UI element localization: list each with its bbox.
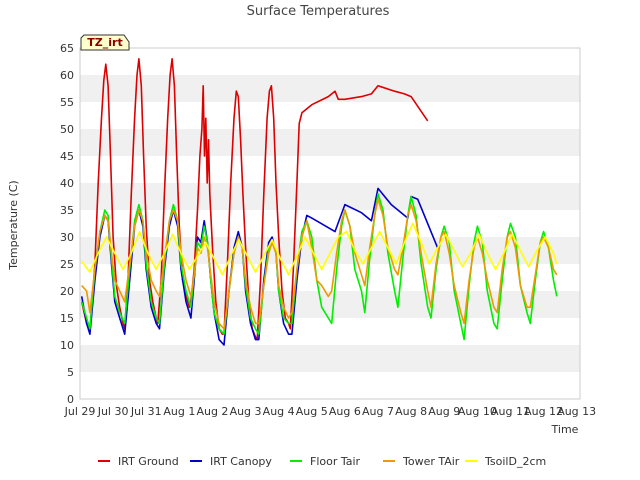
x-tick-label: Aug 4 [263, 405, 295, 418]
series-layer [80, 57, 558, 346]
y-tick-labels: 0 5 10 15 20 25 30 35 40 45 50 55 60 65 [60, 42, 74, 406]
grid-band [80, 291, 580, 318]
legend: IRT Ground IRT Canopy Floor Tair Tower TAir… [98, 455, 546, 468]
x-tick-label: Jul 29 [64, 405, 96, 418]
y-tick-label: 20 [60, 285, 74, 298]
x-tick-label: Aug 13 [557, 405, 596, 418]
y-tick-label: 30 [60, 231, 74, 244]
legend-entry: Floor Tair [310, 455, 361, 468]
grid-band [80, 345, 580, 372]
x-tick-label: Aug 2 [196, 405, 228, 418]
x-tick-label: Aug 7 [362, 405, 394, 418]
y-tick-label: 65 [60, 42, 74, 55]
y-tick-label: 15 [60, 312, 74, 325]
series-line-tsoild-2cm [81, 222, 558, 276]
x-tick-label: Aug 10 [458, 405, 497, 418]
x-tick-label: Aug 3 [230, 405, 262, 418]
y-tick-label: 25 [60, 258, 74, 271]
y-tick-label: 5 [67, 366, 74, 379]
y-axis-label: Temperature (C) [7, 180, 20, 270]
legend-entry: IRT Canopy [210, 455, 272, 468]
series-line-irt-ground [80, 57, 429, 341]
x-tick-label: Aug 12 [524, 405, 563, 418]
x-tick-label: Jul 31 [130, 405, 162, 418]
grid-band [80, 129, 580, 156]
x-tick-label: Aug 11 [491, 405, 530, 418]
y-tick-label: 35 [60, 204, 74, 217]
grid-band [80, 75, 580, 102]
x-tick-labels: Jul 29 Jul 30 Jul 31 Aug 1 Aug 2 Aug 3 Aug 4 Au… [64, 405, 597, 418]
legend-entry: TsoilD_2cm [484, 455, 546, 468]
x-axis-label: Time [551, 423, 579, 436]
y-tick-label: 40 [60, 177, 74, 190]
x-tick-label: Aug 9 [428, 405, 460, 418]
badge: TZ_irt [80, 34, 130, 51]
badge-label: TZ_irt [87, 36, 122, 49]
x-tick-label: Jul 30 [97, 405, 129, 418]
x-tick-label: Aug 6 [329, 405, 361, 418]
y-tick-label: 0 [67, 393, 74, 406]
y-tick-label: 55 [60, 96, 74, 109]
chart-title: Surface Temperatures [247, 4, 390, 19]
y-tick-label: 10 [60, 339, 74, 352]
grid-band [80, 183, 580, 210]
y-tick-label: 60 [60, 69, 74, 82]
plot-frame [79, 47, 581, 400]
y-tick-label: 50 [60, 123, 74, 136]
y-tick-label: 45 [60, 150, 74, 163]
legend-entry: Tower TAir [402, 455, 460, 468]
legend-entry: IRT Ground [118, 455, 179, 468]
x-tick-label: Aug 1 [163, 405, 195, 418]
x-tick-label: Aug 8 [395, 405, 427, 418]
x-tick-label: Aug 5 [296, 405, 328, 418]
